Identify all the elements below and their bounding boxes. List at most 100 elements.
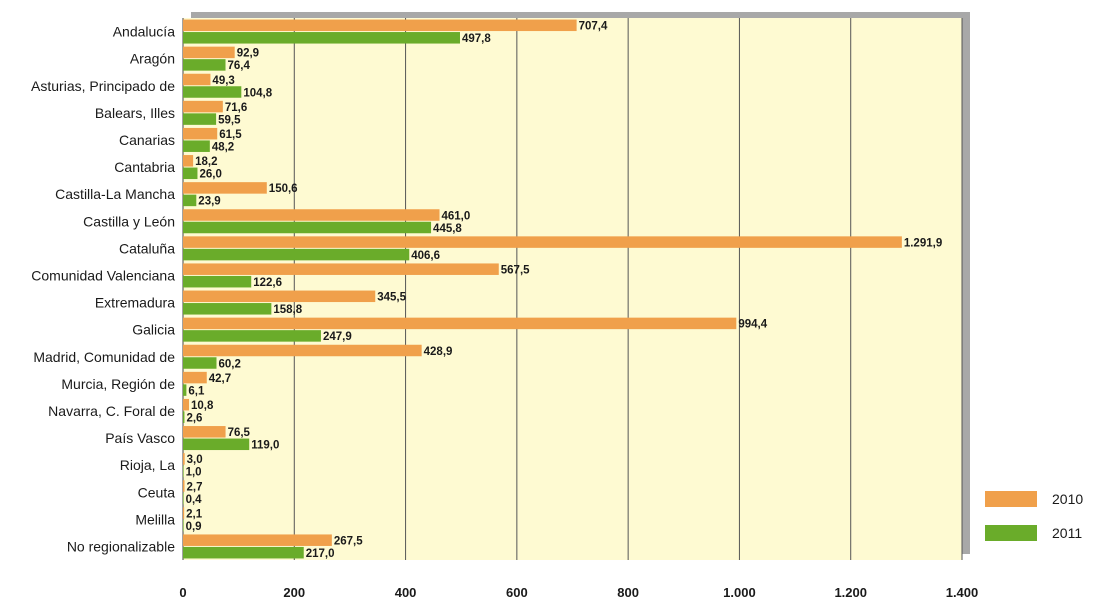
value-label-2010-navarra-c-foral-de: 10,8: [191, 400, 214, 412]
bar-2010-castilla-la-mancha: [183, 182, 267, 194]
bar-2010-comunidad-valenciana: [183, 263, 499, 275]
value-label-2010-canarias: 61,5: [219, 129, 242, 141]
x-tick-label-4: 800: [617, 585, 639, 600]
value-label-2010-comunidad-valenciana: 567,5: [501, 264, 530, 276]
bars: [183, 19, 902, 559]
value-label-2011-murcia-region-de: 6,1: [188, 385, 205, 397]
legend-swatch-2011: [985, 525, 1037, 541]
legend-swatch-2010: [985, 491, 1037, 507]
value-label-2010-extremadura: 345,5: [377, 292, 406, 304]
x-tick-labels: 0 200 400 600 800 1.000 1.200 1.400: [179, 585, 978, 600]
bar-2010-no-regionalizable: [183, 534, 332, 546]
bar-2010-asturias-principado-de: [183, 73, 211, 86]
bar-2011-madrid-comunidad-de: [183, 357, 217, 369]
value-label-2010-castilla-la-mancha: 150,6: [269, 183, 298, 195]
x-tick-label-3: 600: [506, 585, 528, 600]
category-label-andalucia: Andalucía: [113, 24, 175, 40]
category-label-extremadura: Extremadura: [95, 295, 175, 311]
category-label-madrid-comunidad-de: Madrid, Comunidad de: [33, 349, 175, 365]
bar-2011-navarra-c-foral-de: [183, 411, 185, 423]
category-label-cantabria: Cantabria: [114, 159, 175, 175]
value-label-2010-madrid-comunidad-de: 428,9: [424, 346, 453, 358]
category-label-rioja-la: Rioja, La: [120, 457, 175, 473]
bar-2011-castilla-y-leon: [183, 221, 432, 234]
value-label-2011-galicia: 247,9: [323, 331, 352, 343]
value-label-2011-canarias: 48,2: [212, 141, 234, 153]
bar-2011-balears-illes: [183, 113, 217, 125]
value-label-2010-rioja-la: 3,0: [187, 454, 203, 466]
value-label-2011-balears-illes: 59,5: [218, 114, 241, 126]
category-label-balears-illes: Balears, Illes: [95, 105, 175, 121]
category-label-no-regionalizable: No regionalizable: [67, 538, 175, 554]
value-label-2010-balears-illes: 71,6: [225, 102, 247, 114]
bar-2011-castilla-la-mancha: [183, 194, 197, 207]
x-tick-label-1: 200: [283, 585, 305, 600]
value-label-2010-murcia-region-de: 42,7: [209, 373, 231, 385]
category-label-comunidad-valenciana: Comunidad Valenciana: [31, 267, 175, 283]
bar-2011-cataluna: [183, 248, 410, 261]
value-label-2011-ceuta: 0,4: [186, 494, 203, 506]
bar-2010-melilla: [183, 507, 185, 519]
value-label-2011-asturias-principado-de: 104,8: [243, 87, 272, 99]
value-label-2011-madrid-comunidad-de: 60,2: [218, 358, 240, 370]
bar-2011-rioja-la: [183, 465, 184, 478]
category-label-castilla-la-mancha: Castilla-La Mancha: [55, 186, 175, 202]
value-label-2011-navarra-c-foral-de: 2,6: [186, 412, 202, 424]
category-label-asturias-principado-de: Asturias, Principado de: [31, 78, 175, 94]
x-tick-label-5: 1.000: [723, 585, 756, 600]
bar-2011-pais-vasco: [183, 438, 250, 451]
value-label-2010-castilla-y-leon: 461,0: [442, 210, 471, 222]
bar-2011-andalucia: [183, 32, 460, 44]
bar-2011-asturias-principado-de: [183, 86, 242, 98]
category-label-cataluna: Cataluña: [119, 240, 175, 256]
value-label-2010-andalucia: 707,4: [579, 21, 608, 33]
plot-area: [183, 18, 962, 560]
bar-value-labels: 707,4497,892,976,449,3104,871,659,561,54…: [186, 21, 943, 560]
category-label-castilla-y-leon: Castilla y León: [83, 213, 175, 229]
value-label-2010-no-regionalizable: 267,5: [334, 535, 363, 547]
legend-label-2010: 2010: [1052, 491, 1083, 507]
bar-2010-castilla-y-leon: [183, 209, 440, 221]
bar-2010-cantabria: [183, 155, 194, 167]
value-label-2011-extremadura: 158,8: [273, 304, 302, 316]
bar-2011-cantabria: [183, 167, 198, 180]
bar-2010-cataluna: [183, 236, 902, 248]
legend: 2010 2011: [985, 491, 1083, 541]
value-label-2011-cantabria: 26,0: [199, 169, 221, 181]
category-label-melilla: Melilla: [135, 511, 175, 527]
category-label-pais-vasco: País Vasco: [105, 430, 175, 446]
value-label-2010-pais-vasco: 76,5: [228, 427, 251, 439]
bar-2011-canarias: [183, 140, 210, 152]
value-label-2011-cataluna: 406,6: [411, 250, 440, 262]
category-label-ceuta: Ceuta: [138, 484, 176, 500]
bar-2010-pais-vasco: [183, 426, 226, 438]
value-label-2011-castilla-la-mancha: 23,9: [198, 196, 220, 208]
x-tick-label-0: 0: [179, 585, 186, 600]
value-label-2010-asturias-principado-de: 49,3: [212, 75, 234, 87]
x-tick-label-7: 1.400: [946, 585, 979, 600]
bar-2010-balears-illes: [183, 100, 223, 113]
category-label-murcia-region-de: Murcia, Región de: [61, 376, 175, 392]
value-label-2011-aragon: 76,4: [228, 60, 251, 72]
value-label-2010-melilla: 2,1: [186, 508, 203, 520]
value-label-2011-comunidad-valenciana: 122,6: [253, 277, 282, 289]
plot-frame: [183, 12, 970, 560]
bar-2010-aragon: [183, 46, 235, 59]
x-tick-label-6: 1.200: [834, 585, 867, 600]
legend-label-2011: 2011: [1052, 525, 1082, 541]
value-label-2011-no-regionalizable: 217,0: [306, 548, 335, 560]
bar-2011-melilla: [183, 519, 184, 532]
bar-2011-aragon: [183, 59, 226, 71]
bar-2010-navarra-c-foral-de: [183, 398, 190, 411]
bar-2010-murcia-region-de: [183, 371, 207, 384]
value-label-2011-melilla: 0,9: [186, 521, 202, 533]
category-label-canarias: Canarias: [119, 132, 175, 148]
category-label-aragon: Aragón: [130, 51, 175, 67]
value-label-2010-ceuta: 2,7: [187, 481, 203, 493]
value-label-2011-pais-vasco: 119,0: [251, 440, 279, 452]
bar-2011-comunidad-valenciana: [183, 275, 252, 288]
bar-2011-murcia-region-de: [183, 384, 187, 396]
bar-2011-no-regionalizable: [183, 546, 304, 559]
bar-2010-ceuta: [183, 480, 185, 492]
